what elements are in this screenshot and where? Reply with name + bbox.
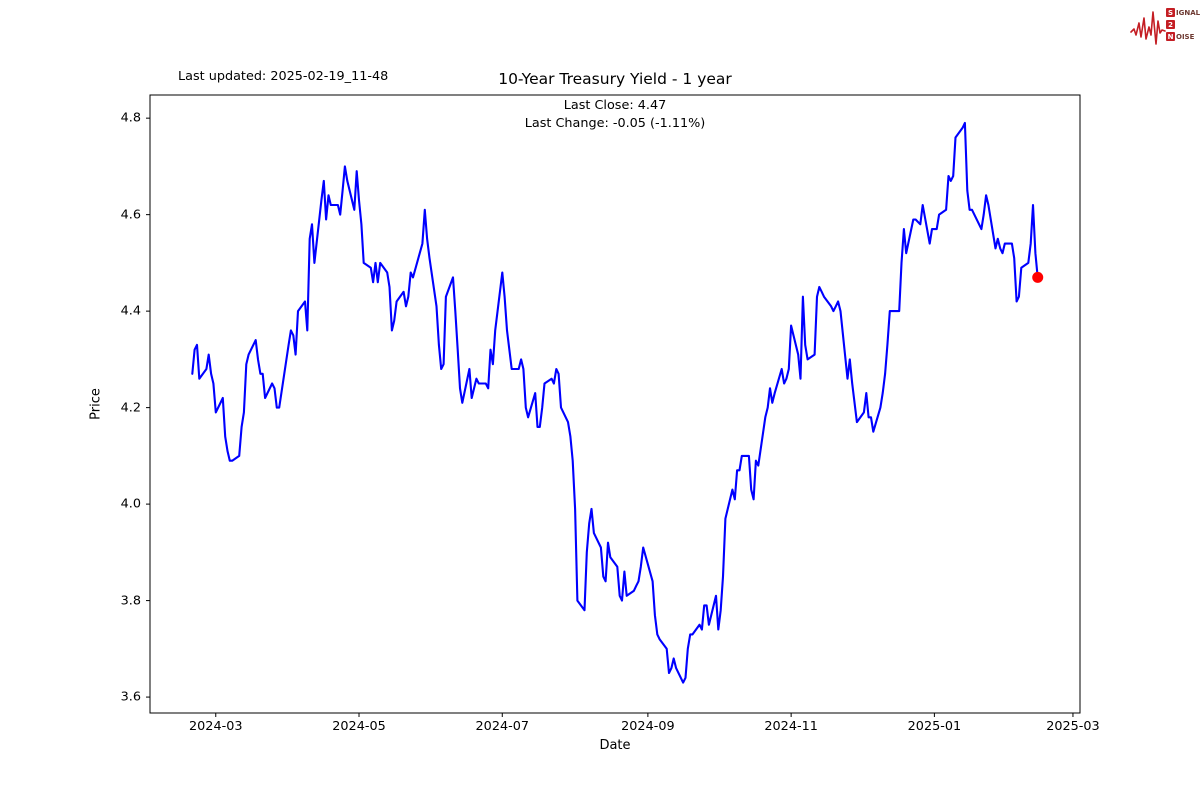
x-tick-label: 2025-01 xyxy=(907,719,962,734)
logo-text: S IGNAL 2 N OISE xyxy=(1166,7,1200,43)
y-tick-label: 3.6 xyxy=(120,689,141,705)
x-tick-label: 2024-09 xyxy=(621,719,675,734)
logo-row-signal: S IGNAL xyxy=(1166,8,1200,17)
x-axis-label: Date xyxy=(599,738,631,753)
y-tick-label: 4.2 xyxy=(120,400,141,416)
y-tick-label: 4.8 xyxy=(120,110,141,126)
yield-line-series xyxy=(191,121,1039,684)
x-tick-label: 2024-07 xyxy=(475,719,529,734)
y-tick-label: 4.4 xyxy=(120,303,141,319)
logo-letter-s: S xyxy=(1166,8,1175,17)
y-tick-label: 4.6 xyxy=(120,207,141,223)
logo-letter-n: N xyxy=(1166,32,1175,41)
x-tick-label: 2024-11 xyxy=(764,719,818,734)
x-tick-label: 2024-05 xyxy=(332,719,386,734)
waveform-icon xyxy=(1130,11,1166,45)
last-close-marker xyxy=(1032,271,1044,283)
x-tick-label: 2025-03 xyxy=(1046,719,1100,734)
y-tick-label: 4.0 xyxy=(120,496,141,512)
logo-row-noise: N OISE xyxy=(1166,32,1195,41)
plot-border xyxy=(149,94,1081,714)
last-change-text: Last Change: -0.05 (-1.11%) xyxy=(524,116,706,131)
chart-title: 10-Year Treasury Yield - 1 year xyxy=(498,70,732,88)
y-tick-label: 3.8 xyxy=(120,593,141,609)
logo-row-2: 2 xyxy=(1166,19,1200,30)
x-tick-label: 2024-03 xyxy=(189,719,243,734)
last-updated-text: Last updated: 2025-02-19_11-48 xyxy=(178,69,389,84)
logo-letter-2: 2 xyxy=(1166,20,1175,29)
last-close-text: Last Close: 4.47 xyxy=(563,98,667,113)
signal2noise-logo: S IGNAL 2 N OISE xyxy=(1130,4,1200,48)
